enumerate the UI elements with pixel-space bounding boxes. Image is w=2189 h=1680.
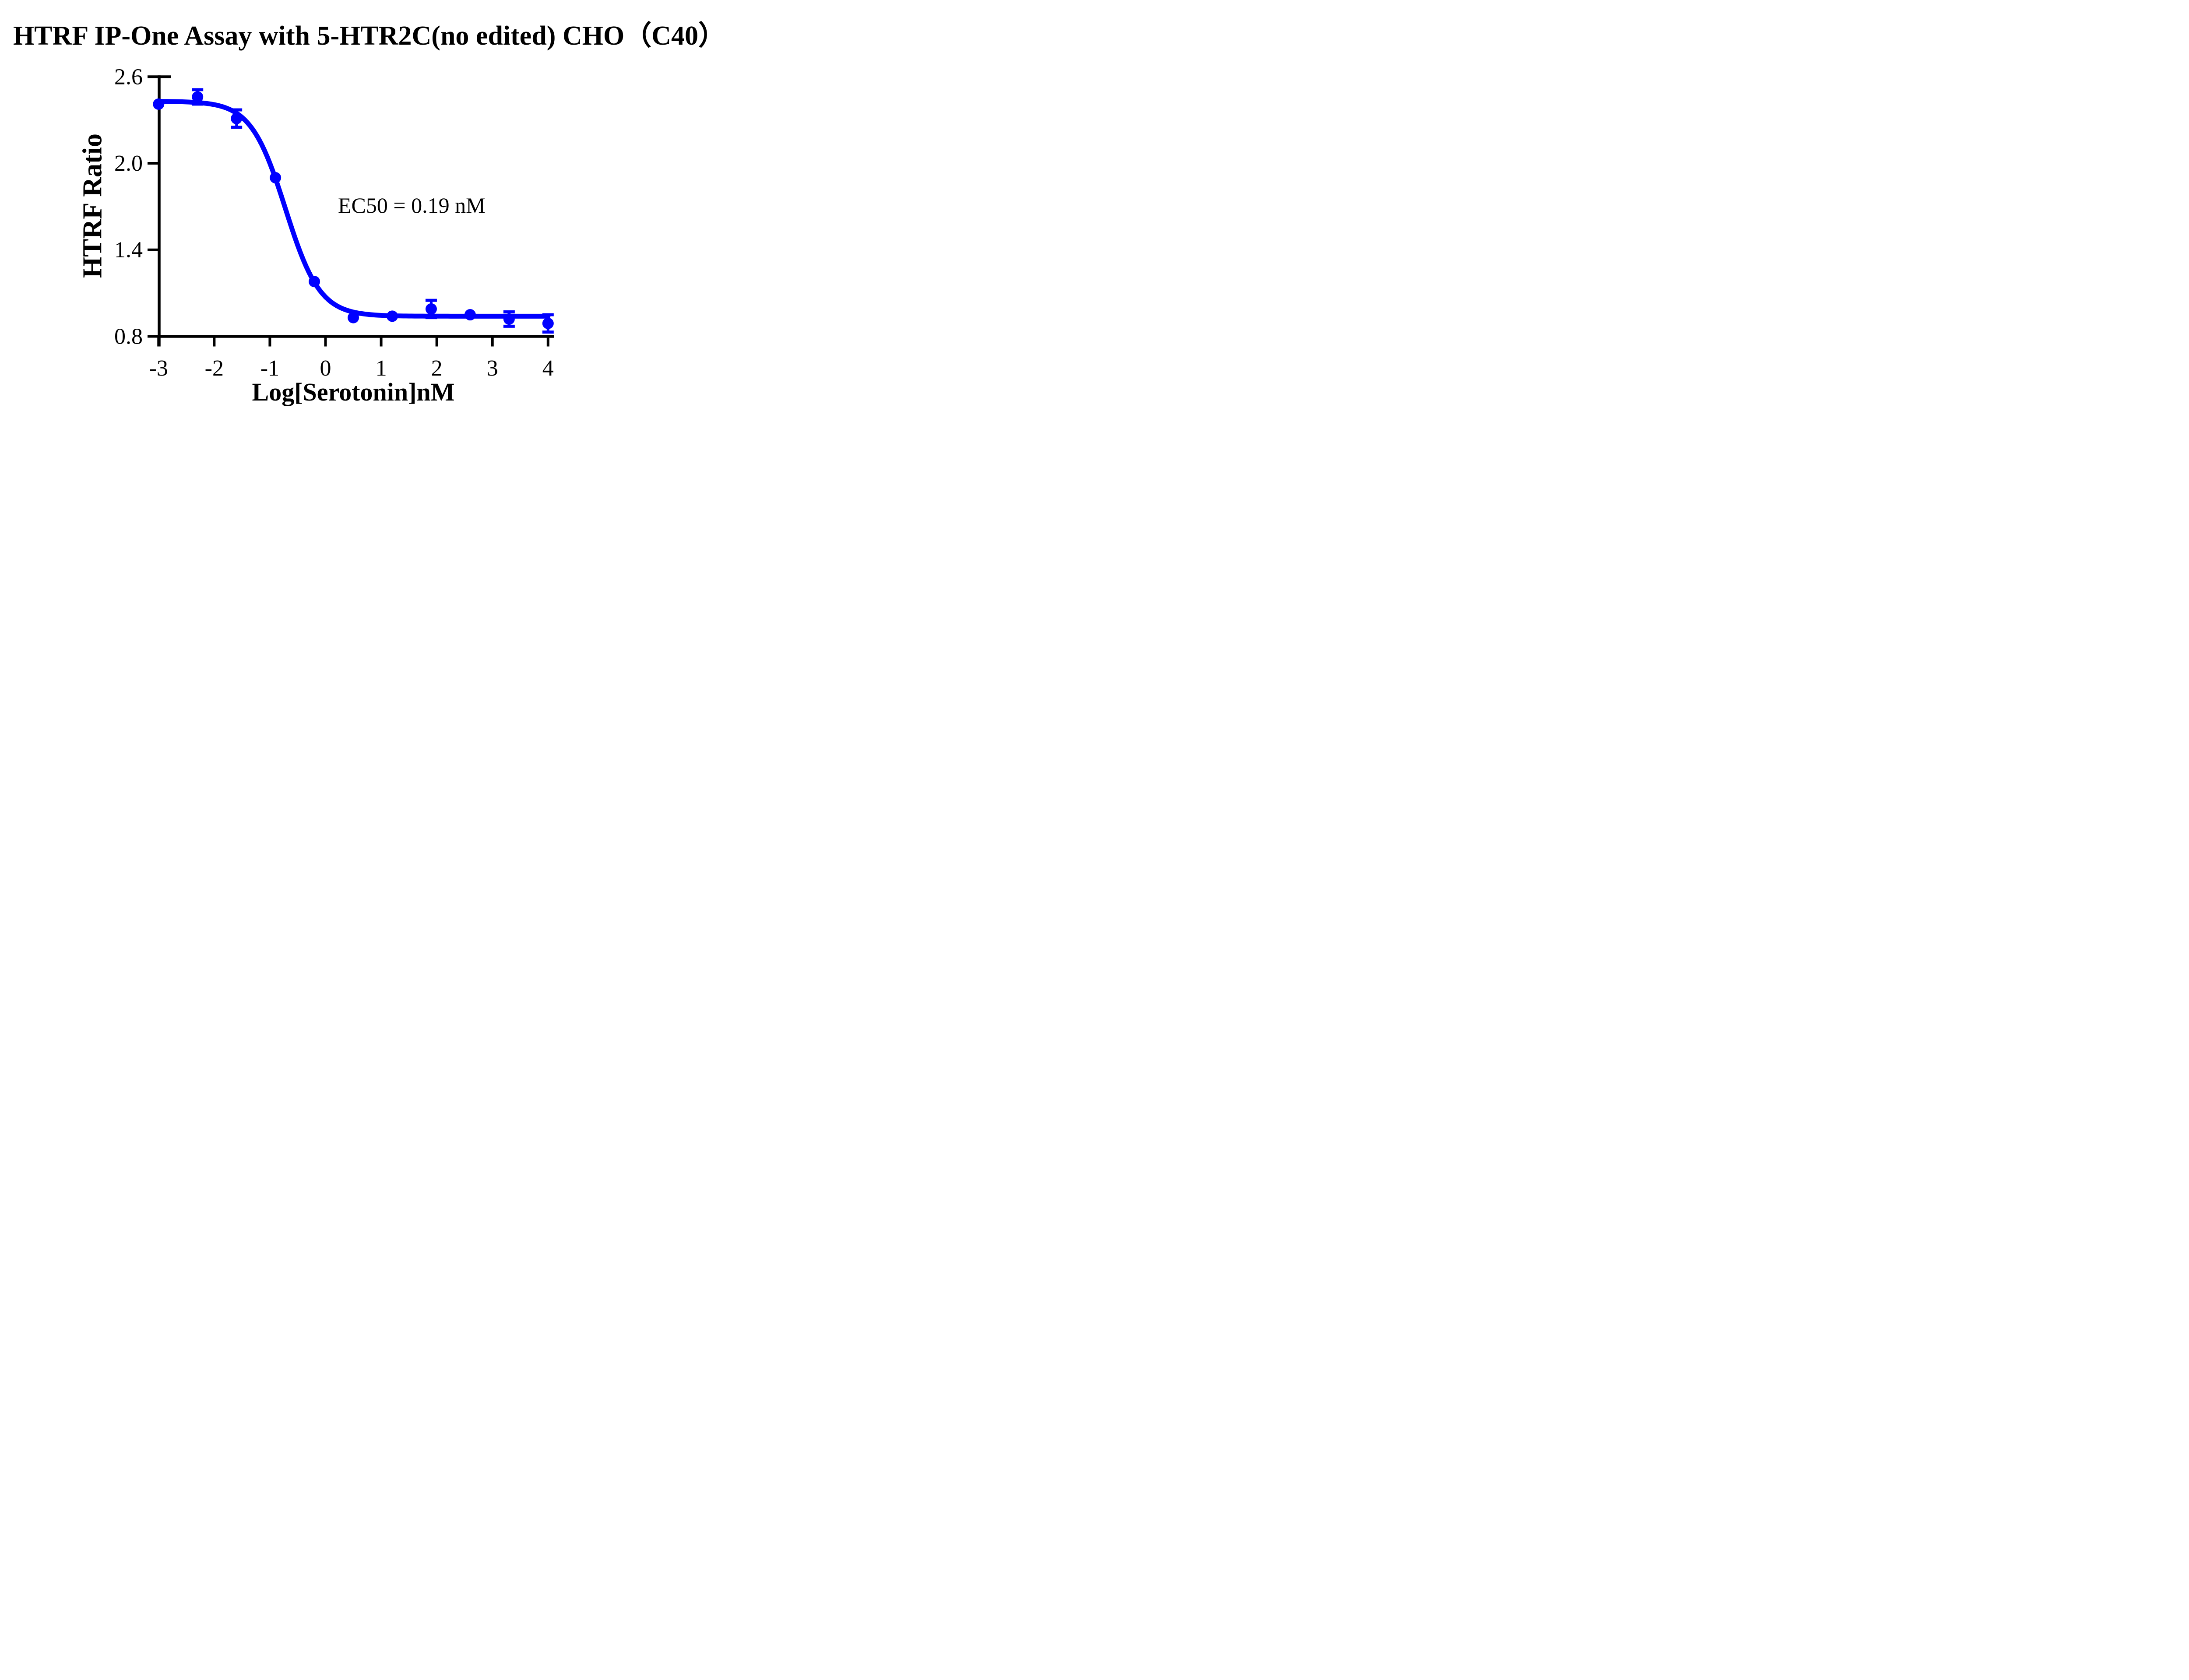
x-tick-label: -3	[149, 356, 168, 381]
x-tick-label: 2	[431, 356, 443, 381]
fit-curve	[156, 99, 551, 319]
y-tick-label: 2.0	[114, 151, 143, 176]
data-point	[270, 172, 282, 183]
x-tick-label: 3	[487, 356, 498, 381]
x-tick-label: 0	[320, 356, 331, 381]
data-point	[464, 309, 476, 321]
data-point	[348, 312, 359, 323]
ec50-annotation: EC50 = 0.19 nM	[338, 193, 486, 218]
y-tick-label: 0.8	[114, 324, 143, 349]
data-point	[309, 276, 320, 288]
y-tick-label: 1.4	[114, 238, 143, 263]
chart-title: HTRF IP-One Assay with 5-HTR2C(no edited…	[13, 21, 725, 51]
data-point	[542, 317, 554, 329]
x-tick-label: -2	[205, 356, 224, 381]
y-tick-label: 2.6	[114, 64, 143, 89]
x-tick-label: 4	[542, 356, 554, 381]
data-point	[425, 303, 437, 315]
x-tick-label: 1	[376, 356, 387, 381]
data-point	[153, 98, 165, 110]
data-point	[503, 313, 515, 325]
page: { "page": { "background": "#FFFFFF" }, "…	[0, 0, 725, 420]
data-point	[231, 112, 243, 124]
plot-area: 2.6 2.0 1.4 0.8-3 -2 -1 0 1 2 3 4	[114, 64, 554, 381]
x-tick-label: -1	[260, 356, 279, 381]
x-axis-title: Log[Serotonin]nM	[252, 378, 455, 406]
data-point	[192, 91, 204, 103]
data-point	[386, 310, 398, 322]
